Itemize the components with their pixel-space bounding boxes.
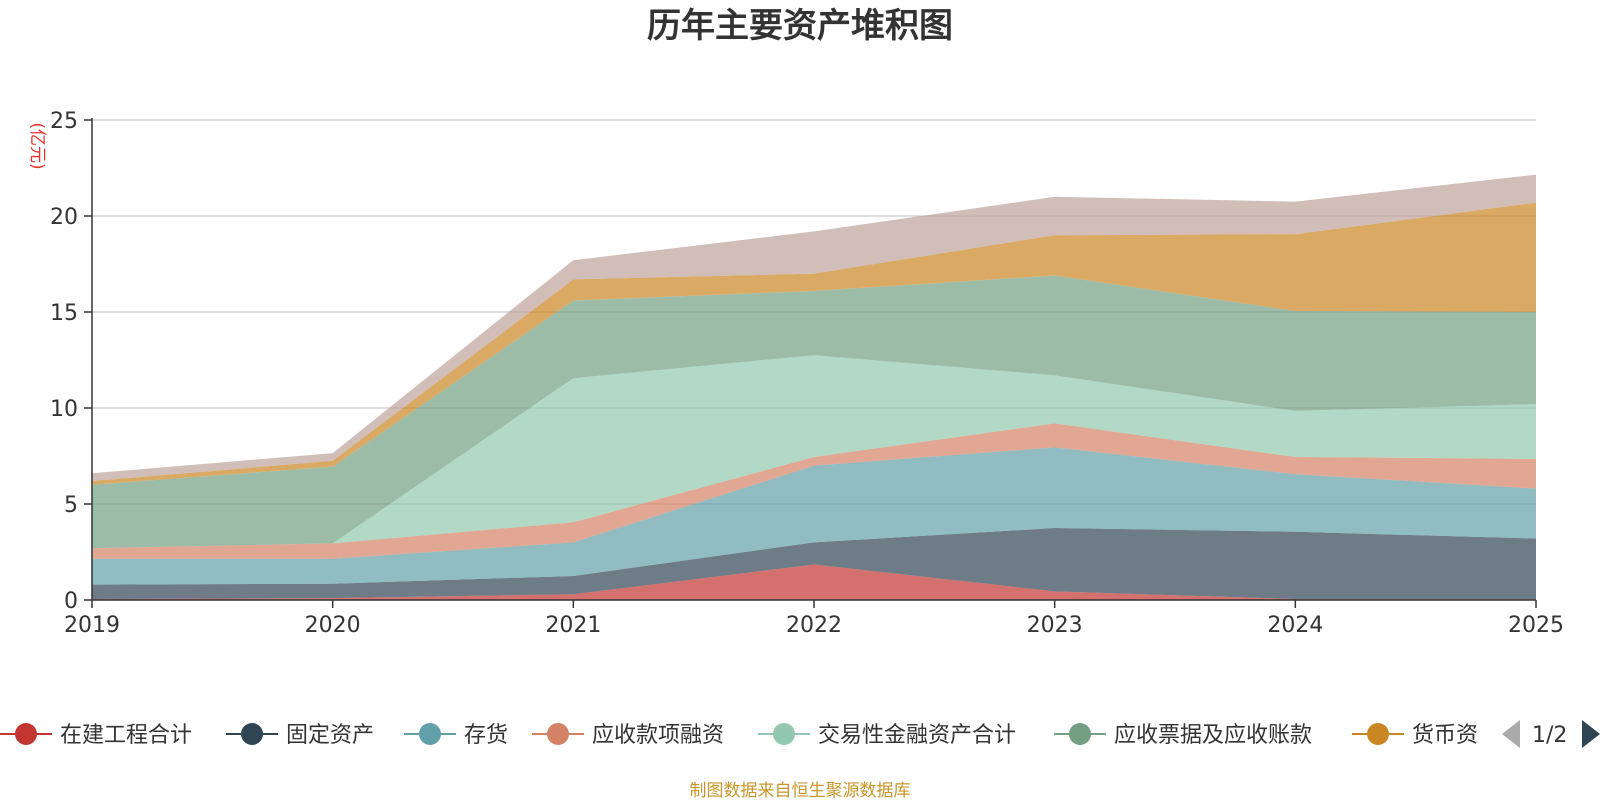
legend-item[interactable]: 应收款项融资 (532, 723, 724, 748)
legend-label: 应收款项融资 (592, 723, 724, 748)
legend-dot-icon (15, 723, 37, 745)
data-source-note: 制图数据来自恒生聚源数据库 (690, 781, 911, 800)
y-tick-label: 0 (64, 589, 78, 614)
x-tick-label: 2023 (1027, 613, 1083, 638)
legend-dot-icon (241, 723, 263, 745)
x-tick-label: 2025 (1508, 613, 1564, 638)
x-tick-label: 2022 (786, 613, 842, 638)
area-交易性金融资产合计[interactable] (92, 355, 1536, 549)
y-tick-label: 20 (50, 205, 78, 230)
legend-item[interactable]: 在建工程合计 (0, 723, 192, 748)
area-存货[interactable] (92, 447, 1536, 585)
x-tick-label: 2020 (305, 613, 361, 638)
area-固定资产[interactable] (92, 528, 1536, 599)
y-tick-label: 25 (50, 109, 78, 134)
legend-item[interactable]: 应收票据及应收账款 (1054, 723, 1312, 748)
legend-dot-icon (419, 723, 441, 745)
legend-page-indicator: 1/2 (1532, 723, 1567, 748)
area-在建工程合计[interactable] (92, 564, 1536, 601)
legend-label: 固定资产 (286, 723, 374, 748)
area-其他[interactable] (92, 174, 1536, 481)
x-tick-label: 2024 (1267, 613, 1323, 638)
legend-dot-icon (547, 723, 569, 745)
legend-label: 交易性金融资产合计 (818, 723, 1016, 748)
legend-item[interactable]: 固定资产 (226, 723, 374, 748)
legend-label: 货币资 (1412, 723, 1478, 748)
legend-dot-icon (1069, 723, 1091, 745)
legend[interactable]: 在建工程合计 固定资产 存货 应收款项融资 交易性金融资产合计 应收票据及应收账款 货币资 1… (0, 720, 1600, 748)
y-tick-label: 10 (50, 397, 78, 422)
y-axis-unit: (亿元) (27, 122, 47, 169)
legend-dot-icon (1367, 723, 1389, 745)
legend-label: 在建工程合计 (60, 723, 192, 748)
legend-label: 存货 (464, 723, 508, 748)
area-应收款项融资[interactable] (92, 423, 1536, 559)
x-tick-label: 2021 (545, 613, 601, 638)
y-tick-label: 5 (64, 493, 78, 518)
legend-item[interactable]: 货币资 (1352, 723, 1478, 748)
legend-next-page-icon[interactable] (1582, 720, 1600, 748)
legend-dot-icon (773, 723, 795, 745)
area-应收票据及应收账款[interactable] (92, 275, 1536, 549)
legend-item[interactable]: 存货 (404, 723, 508, 748)
legend-prev-page-icon[interactable] (1502, 720, 1520, 748)
y-tick-label: 15 (50, 301, 78, 326)
area-货币资金[interactable] (92, 202, 1536, 485)
legend-item[interactable]: 交易性金融资产合计 (758, 723, 1016, 748)
legend-label: 应收票据及应收账款 (1114, 723, 1312, 748)
area-series-layer (92, 174, 1536, 601)
chart-title: 历年主要资产堆积图 (647, 6, 953, 46)
x-tick-label: 2019 (64, 613, 120, 638)
